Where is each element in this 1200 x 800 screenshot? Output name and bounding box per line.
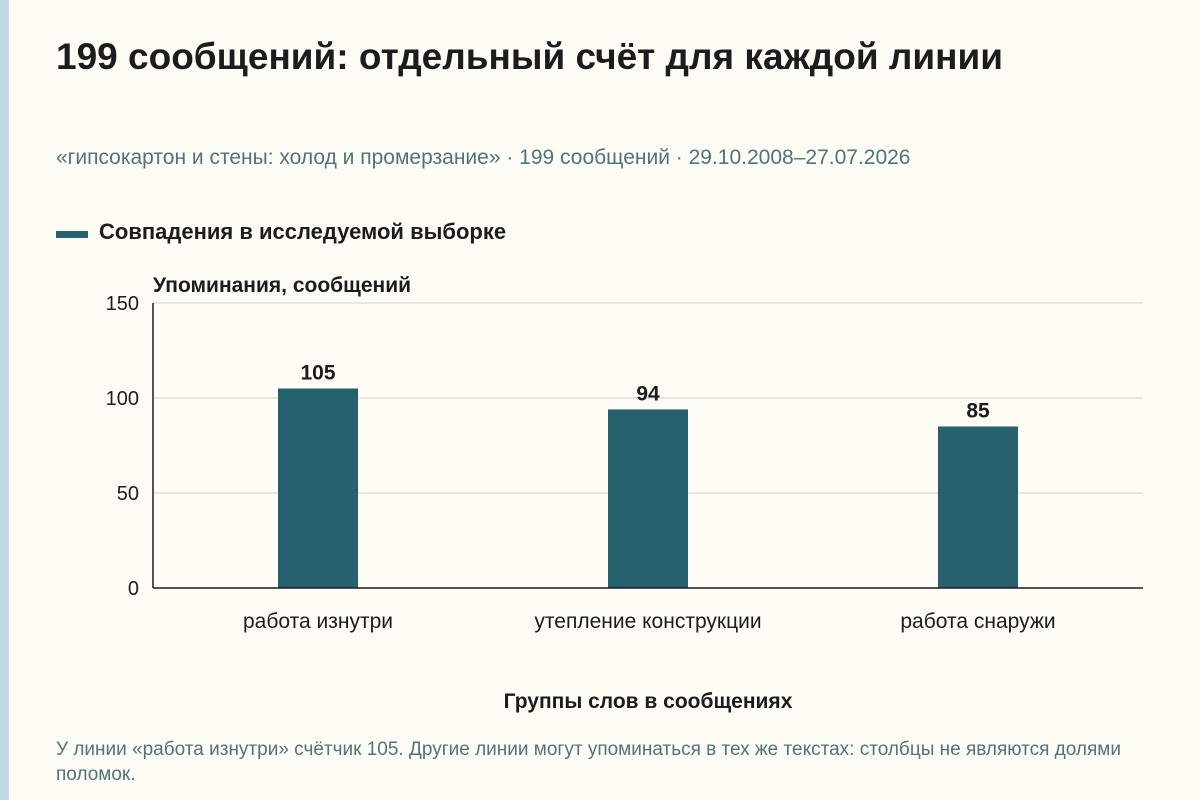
y-tick-label: 100	[106, 388, 139, 410]
bar-chart: 0 50 100 150 105 94 85 работа изнутри утеплени…	[106, 274, 1143, 713]
legend-label: Совпадения в исследуемой выборке	[99, 219, 507, 244]
y-tick-label: 150	[106, 293, 139, 315]
y-axis-ticks: 0 50 100 150	[106, 293, 139, 600]
bar	[608, 409, 688, 588]
bar	[278, 388, 358, 588]
bars	[278, 388, 1018, 588]
bar-value-label: 105	[300, 362, 335, 385]
bar	[938, 426, 1018, 588]
x-category-label: работа изнутри	[243, 610, 393, 633]
x-category-label: утепление конструкции	[534, 610, 761, 633]
value-labels: 105 94 85	[300, 362, 990, 423]
legend-swatch	[56, 230, 88, 238]
left-accent-stripe	[0, 0, 9, 800]
x-axis-title: Группы слов в сообщениях	[504, 690, 793, 713]
chart-footnote: У линии «работа изнутри» счётчик 105. Др…	[56, 739, 1121, 785]
chart-legend: Совпадения в исследуемой выборке	[56, 219, 506, 245]
page-title: 199 сообщений: отдельный счёт для каждой…	[56, 36, 1003, 77]
y-axis-title: Упоминания, сообщений	[153, 274, 411, 297]
bar-value-label: 85	[966, 400, 990, 423]
page-subtitle: «гипсокартон и стены: холод и промерзани…	[56, 146, 911, 169]
y-tick-label: 0	[128, 578, 139, 600]
category-labels: работа изнутри утепление конструкции работ…	[243, 610, 1056, 633]
x-category-label: работа снаружи	[900, 610, 1055, 633]
y-tick-label: 50	[117, 483, 139, 505]
bar-value-label: 94	[636, 382, 660, 405]
